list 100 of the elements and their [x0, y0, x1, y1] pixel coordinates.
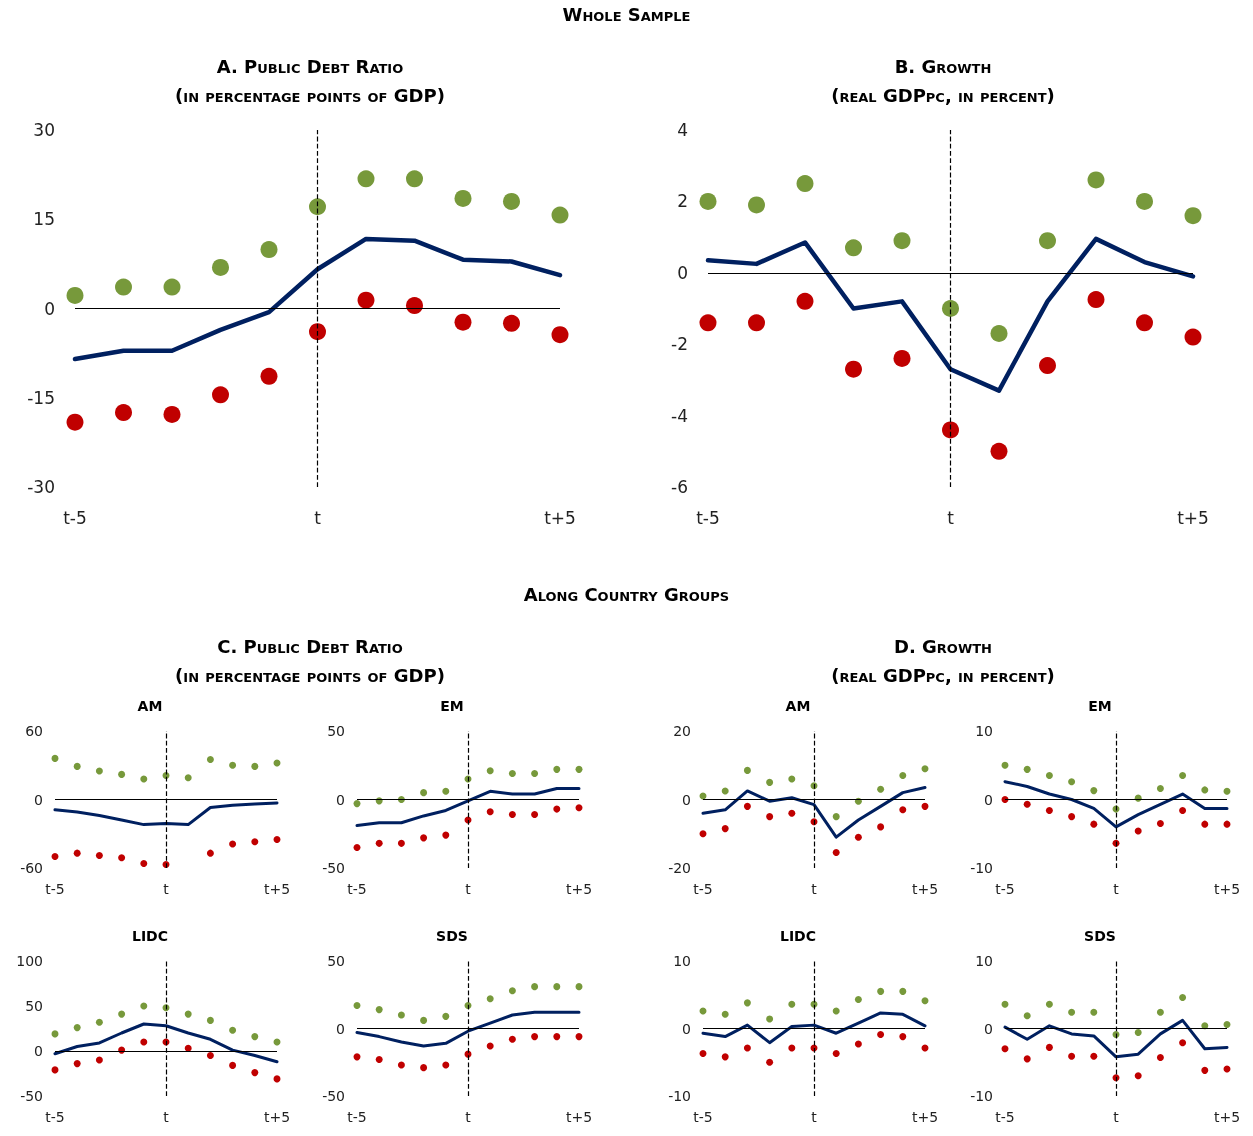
point: [721, 825, 729, 833]
point: [309, 323, 326, 341]
point: [508, 769, 516, 777]
point: [921, 997, 929, 1005]
chart-title: AM: [784, 697, 812, 716]
point: [748, 314, 765, 332]
y-tick-label: -50: [322, 1088, 345, 1104]
point: [508, 987, 516, 995]
y-tick-label: 2: [677, 191, 688, 212]
y-tick-label: 50: [327, 723, 345, 739]
point: [420, 1064, 428, 1072]
x-tick-label: t: [465, 881, 472, 897]
x-tick-label: t: [811, 881, 818, 897]
x-tick-label: t+5: [1177, 507, 1209, 528]
point: [1090, 1052, 1098, 1060]
point: [251, 762, 259, 770]
point: [699, 1049, 707, 1057]
point: [95, 1056, 103, 1064]
y-tick-label: 0: [984, 791, 993, 808]
point: [486, 808, 494, 816]
point: [73, 1060, 81, 1068]
point: [1156, 819, 1164, 827]
point: [766, 813, 774, 821]
point: [229, 1026, 237, 1034]
point: [1023, 1012, 1031, 1020]
point: [699, 830, 707, 838]
point: [1201, 1066, 1209, 1074]
point: [788, 775, 796, 783]
point: [1179, 1039, 1187, 1047]
point: [206, 756, 214, 764]
point: [66, 413, 84, 431]
chart-title: EM: [439, 697, 465, 716]
line-series: [53, 1022, 279, 1064]
y-tick-label: -15: [27, 387, 55, 408]
x-tick-label: t+5: [911, 881, 939, 897]
point: [1090, 820, 1098, 828]
point: [893, 349, 911, 367]
point: [877, 987, 885, 995]
point: [1023, 765, 1031, 773]
point: [375, 1006, 383, 1014]
point: [95, 1018, 103, 1026]
point: [1136, 192, 1153, 210]
point: [1184, 207, 1202, 225]
x-tick-label: t: [163, 1109, 170, 1125]
point: [1179, 993, 1187, 1001]
point: [942, 421, 959, 439]
point: [353, 800, 361, 808]
point: [1090, 1008, 1098, 1016]
y-tick-label: 10: [673, 953, 691, 969]
point: [575, 1033, 583, 1041]
point: [832, 813, 840, 821]
point: [309, 198, 326, 216]
point: [743, 766, 751, 774]
x-tick-label: t+5: [263, 881, 291, 897]
point: [73, 849, 81, 857]
point: [420, 789, 428, 797]
point: [1045, 1000, 1053, 1008]
text: C. Public Debt Ratio: [216, 636, 404, 657]
point: [140, 859, 148, 867]
x-tick-label: t: [1113, 1109, 1120, 1125]
point: [877, 1031, 885, 1039]
point: [832, 1007, 840, 1015]
y-tick-label: -60: [20, 860, 43, 876]
point: [442, 831, 450, 839]
y-tick-label: -10: [668, 1088, 691, 1104]
point: [375, 839, 383, 847]
y-tick-label: 0: [682, 791, 691, 808]
point: [553, 1033, 561, 1041]
point: [1223, 787, 1231, 795]
point: [990, 324, 1008, 342]
y-tick-label: -20: [668, 860, 691, 876]
point: [397, 1061, 405, 1069]
point: [1068, 1052, 1076, 1060]
point: [990, 442, 1008, 460]
point: [748, 196, 765, 214]
point: [796, 175, 814, 193]
x-tick-label: t: [314, 507, 322, 528]
point: [1045, 1043, 1053, 1051]
x-tick-label: t-5: [63, 507, 87, 528]
point: [273, 835, 281, 843]
point: [184, 1010, 192, 1018]
y-tick-label: 0: [34, 791, 43, 808]
point: [1179, 772, 1187, 780]
y-tick-label: 50: [327, 953, 345, 969]
y-tick-label: 0: [34, 1043, 43, 1059]
point: [531, 769, 539, 777]
point: [743, 802, 751, 810]
point: [721, 787, 729, 795]
point: [163, 405, 181, 423]
point: [788, 809, 796, 817]
point: [1156, 1008, 1164, 1016]
point: [788, 1000, 796, 1008]
y-tick-label: 4: [677, 120, 688, 140]
point: [553, 983, 561, 991]
point: [95, 851, 103, 859]
point: [503, 192, 520, 210]
point: [1087, 291, 1105, 309]
point: [140, 1002, 148, 1010]
line-series: [701, 1011, 927, 1045]
point: [899, 987, 907, 995]
